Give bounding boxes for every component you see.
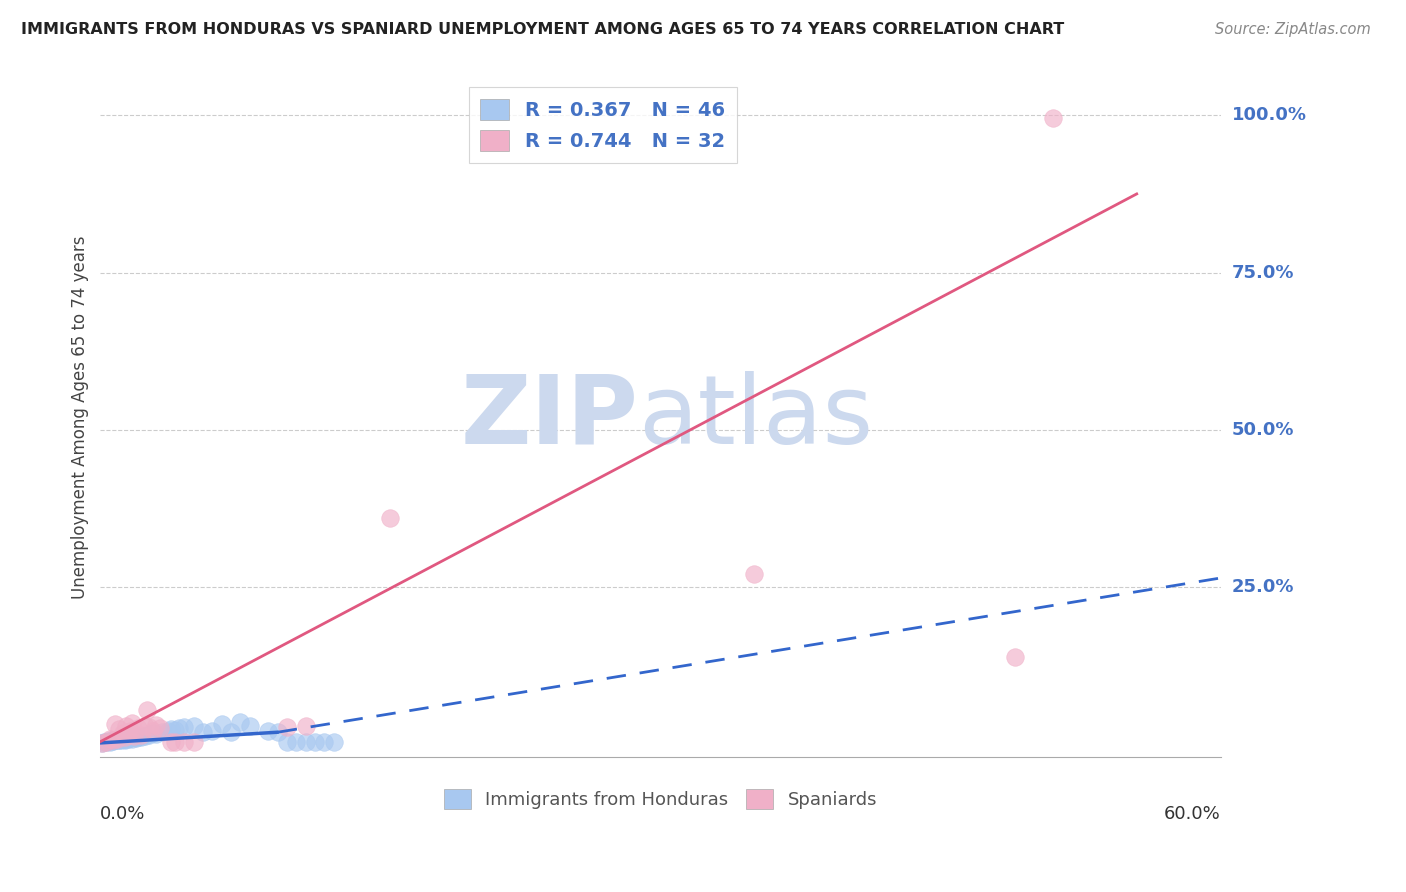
Point <box>127 722 149 736</box>
Point <box>145 727 167 741</box>
Point <box>211 717 233 731</box>
Point <box>314 735 336 749</box>
Text: 75.0%: 75.0% <box>1232 264 1295 282</box>
Point <box>110 733 132 747</box>
Point <box>115 731 138 746</box>
Text: Source: ZipAtlas.com: Source: ZipAtlas.com <box>1215 22 1371 37</box>
Point <box>134 729 156 743</box>
Point <box>138 728 160 742</box>
Point <box>100 733 122 747</box>
Text: 0.0%: 0.0% <box>100 805 146 823</box>
Point <box>115 719 138 733</box>
Point <box>239 719 262 733</box>
Point <box>103 734 125 748</box>
Point <box>131 731 153 745</box>
Point <box>160 734 183 748</box>
Text: ZIP: ZIP <box>460 371 638 464</box>
Point <box>183 719 205 733</box>
Point <box>285 735 308 749</box>
Point <box>120 731 142 745</box>
Point <box>105 733 128 747</box>
Point <box>191 725 214 739</box>
Point <box>163 723 186 738</box>
Point <box>104 732 127 747</box>
Point <box>276 734 298 748</box>
Point <box>229 715 252 730</box>
Point <box>378 511 401 525</box>
Point <box>125 731 148 745</box>
Point <box>201 723 224 738</box>
Y-axis label: Unemployment Among Ages 65 to 74 years: Unemployment Among Ages 65 to 74 years <box>72 235 89 599</box>
Point <box>173 720 195 734</box>
Point <box>108 732 131 747</box>
Point <box>114 730 136 744</box>
Point <box>276 720 298 734</box>
Text: 100.0%: 100.0% <box>1232 106 1308 124</box>
Point <box>98 731 121 746</box>
Point <box>1004 649 1026 664</box>
Point <box>294 719 316 733</box>
Point <box>322 735 344 749</box>
Point <box>304 735 326 749</box>
Point <box>136 703 159 717</box>
Point <box>94 734 117 748</box>
Point <box>114 732 136 747</box>
Text: 60.0%: 60.0% <box>1164 805 1220 823</box>
Text: atlas: atlas <box>638 371 873 464</box>
Point <box>117 725 139 739</box>
Legend: Immigrants from Honduras, Spaniards: Immigrants from Honduras, Spaniards <box>436 782 884 816</box>
Point <box>121 731 143 746</box>
Point <box>138 720 160 734</box>
Point <box>91 736 114 750</box>
Point <box>122 731 145 745</box>
Point <box>97 734 120 748</box>
Point <box>122 729 145 743</box>
Point <box>156 723 179 738</box>
Point <box>160 722 183 736</box>
Point <box>117 732 139 747</box>
Text: 25.0%: 25.0% <box>1232 578 1295 597</box>
Point <box>98 734 121 748</box>
Point <box>163 734 186 748</box>
Point <box>93 734 115 748</box>
Point <box>127 730 149 744</box>
Point <box>173 734 195 748</box>
Point <box>294 734 316 748</box>
Text: IMMIGRANTS FROM HONDURAS VS SPANIARD UNEMPLOYMENT AMONG AGES 65 TO 74 YEARS CORR: IMMIGRANTS FROM HONDURAS VS SPANIARD UNE… <box>21 22 1064 37</box>
Point <box>111 726 134 740</box>
Point <box>1042 112 1064 126</box>
Point <box>105 732 128 747</box>
Point <box>108 722 131 736</box>
Point <box>142 726 165 740</box>
Point <box>134 719 156 733</box>
Point <box>142 723 165 738</box>
Point <box>104 717 127 731</box>
Point <box>742 566 765 581</box>
Point <box>150 725 173 739</box>
Point <box>103 732 125 747</box>
Point <box>131 728 153 742</box>
Point <box>267 725 290 739</box>
Point <box>145 717 167 731</box>
Point <box>149 722 172 736</box>
Point <box>219 724 242 739</box>
Point <box>120 723 142 738</box>
Point <box>111 732 134 747</box>
Point <box>257 723 280 738</box>
Text: 50.0%: 50.0% <box>1232 421 1295 439</box>
Point <box>121 715 143 730</box>
Point <box>94 735 117 749</box>
Point <box>183 734 205 748</box>
Point <box>91 736 114 750</box>
Point <box>167 722 190 736</box>
